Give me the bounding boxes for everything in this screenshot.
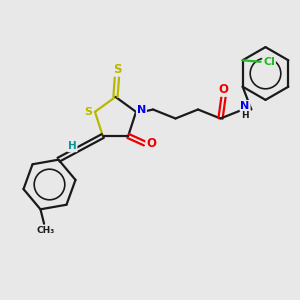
Text: H: H [68,141,76,151]
Text: H: H [241,111,249,120]
Text: O: O [146,137,156,150]
Text: Cl: Cl [263,57,275,67]
Text: N: N [241,101,250,111]
Text: S: S [113,63,121,76]
Text: N: N [137,105,146,115]
Text: CH₃: CH₃ [36,226,55,235]
Text: O: O [218,83,229,96]
Text: S: S [84,107,92,117]
